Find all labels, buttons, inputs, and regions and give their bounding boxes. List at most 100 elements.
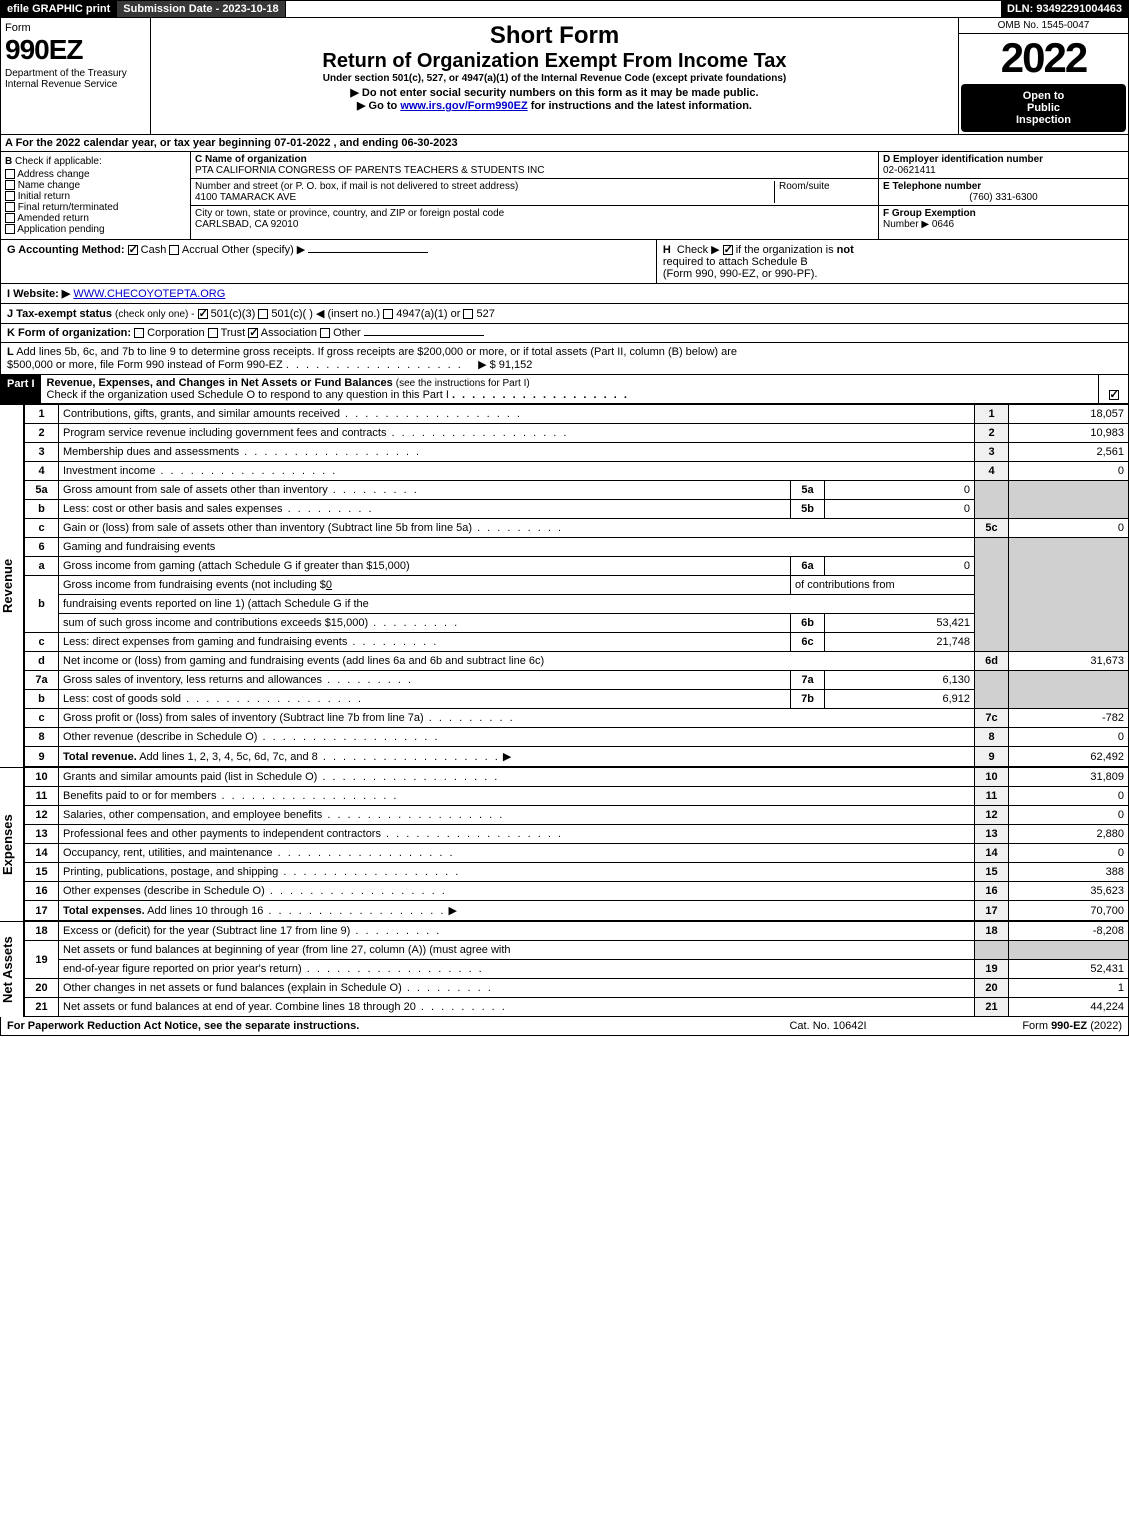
l-text1: Add lines 5b, 6c, and 7b to line 9 to de… [16, 346, 737, 358]
line-7c-box: 7c [975, 709, 1009, 728]
line-7ab-shaded [975, 671, 1009, 709]
line-19-desc1: Net assets or fund balances at beginning… [59, 941, 975, 960]
l-text2: $500,000 or more, file Form 990 instead … [7, 359, 283, 371]
line-6c-desc: Less: direct expenses from gaming and fu… [59, 633, 791, 652]
open-line3: Inspection [967, 114, 1120, 126]
line-9-amount: 62,492 [1009, 747, 1129, 767]
line-8-box: 8 [975, 728, 1009, 747]
line-7a-num: 7a [25, 671, 59, 690]
checkbox-association[interactable] [248, 328, 258, 338]
line-7ab-shaded-amt [1009, 671, 1129, 709]
line-16-num: 16 [25, 882, 59, 901]
l-label: L [7, 346, 14, 358]
checkbox-name-change[interactable] [5, 180, 15, 190]
line-4-amount: 0 [1009, 462, 1129, 481]
section-k: K Form of organization: Corporation Trus… [0, 324, 1129, 343]
k-opt4: Other [333, 327, 361, 339]
line-6-num: 6 [25, 538, 59, 557]
part1-checkline: Check if the organization used Schedule … [47, 389, 449, 401]
line-20-desc: Other changes in net assets or fund bala… [59, 979, 975, 998]
line-12: 12 Salaries, other compensation, and emp… [25, 806, 1129, 825]
line-20-num: 20 [25, 979, 59, 998]
line-6a-desc: Gross income from gaming (attach Schedul… [59, 557, 791, 576]
line-13-desc: Professional fees and other payments to … [59, 825, 975, 844]
line-18-box: 18 [975, 922, 1009, 941]
line-4-num: 4 [25, 462, 59, 481]
f-group-label: F Group Exemption [883, 208, 976, 219]
line-6b-desc3: fundraising events reported on line 1) (… [59, 595, 975, 614]
checkbox-accrual[interactable] [169, 245, 179, 255]
part1-title: Revenue, Expenses, and Changes in Net As… [47, 377, 393, 389]
checkbox-501c[interactable] [258, 309, 268, 319]
omb-number: OMB No. 1545-0047 [959, 18, 1128, 34]
line-19-2: end-of-year figure reported on prior yea… [25, 960, 1129, 979]
line-6c-subbox: 6c [791, 633, 825, 652]
part1-subtitle: (see the instructions for Part I) [396, 378, 530, 389]
top-bar: efile GRAPHIC print Submission Date - 20… [0, 0, 1129, 18]
revenue-table: 1 Contributions, gifts, grants, and simi… [24, 404, 1129, 767]
g-cash: Cash [141, 244, 167, 256]
tax-year: 2022 [959, 34, 1128, 82]
line-15-num: 15 [25, 863, 59, 882]
website-link[interactable]: WWW.CHECOYOTEPTA.ORG [73, 288, 225, 300]
checkbox-schedule-o[interactable] [1109, 390, 1119, 400]
dept-treasury: Department of the Treasury [5, 68, 146, 79]
phone-value: (760) 331-6300 [883, 192, 1124, 203]
warn2-post: for instructions and the latest informat… [528, 100, 752, 112]
line-6d-num: d [25, 652, 59, 671]
checkbox-corp[interactable] [134, 328, 144, 338]
j-sub: (check only one) - [115, 309, 194, 320]
header-warn2: ▶ Go to www.irs.gov/Form990EZ for instru… [155, 99, 954, 112]
line-5b-desc: Less: cost or other basis and sales expe… [59, 500, 791, 519]
line-13-amount: 2,880 [1009, 825, 1129, 844]
section-def: D Employer identification number 02-0621… [878, 152, 1128, 239]
b-subtitle: Check if applicable: [15, 156, 102, 167]
checkbox-final-return[interactable] [5, 202, 15, 212]
expenses-table: 10 Grants and similar amounts paid (list… [24, 767, 1129, 921]
line-1-num: 1 [25, 405, 59, 424]
checkbox-cash[interactable] [128, 245, 138, 255]
line-9: 9 Total revenue. Add lines 1, 2, 3, 4, 5… [25, 747, 1129, 767]
checkbox-k-other[interactable] [320, 328, 330, 338]
b-label-0: Address change [17, 169, 89, 180]
b-label-3: Final return/terminated [18, 202, 119, 213]
g-other-input[interactable] [308, 252, 428, 253]
j-label: J Tax-exempt status [7, 308, 112, 320]
line-15: 15 Printing, publications, postage, and … [25, 863, 1129, 882]
header-right: OMB No. 1545-0047 2022 Open to Public In… [958, 18, 1128, 134]
b-item-0: Address change [5, 169, 186, 180]
checkbox-amended-return[interactable] [5, 213, 15, 223]
efile-label: efile GRAPHIC print [1, 1, 117, 17]
section-g: G Accounting Method: Cash Accrual Other … [1, 240, 656, 283]
line-5a: 5a Gross amount from sale of assets othe… [25, 481, 1129, 500]
line-14-amount: 0 [1009, 844, 1129, 863]
l-amount: ▶ $ 91,152 [478, 359, 532, 371]
k-other-input[interactable] [364, 335, 484, 336]
line-13-num: 13 [25, 825, 59, 844]
checkbox-4947[interactable] [383, 309, 393, 319]
org-street: 4100 TAMARACK AVE [195, 192, 296, 203]
line-6a-subbox: 6a [791, 557, 825, 576]
checkbox-address-change[interactable] [5, 169, 15, 179]
part1-checkbox-cell [1098, 375, 1128, 403]
expenses-tab: Expenses [0, 767, 24, 921]
group-number: 0646 [932, 219, 954, 230]
irs-link[interactable]: www.irs.gov/Form990EZ [400, 100, 527, 112]
header-warn1: ▶ Do not enter social security numbers o… [155, 86, 954, 99]
checkbox-trust[interactable] [208, 328, 218, 338]
checkbox-501c3[interactable] [198, 309, 208, 319]
line-18-num: 18 [25, 922, 59, 941]
footer-paperwork: For Paperwork Reduction Act Notice, see … [1, 1017, 728, 1035]
checkbox-527[interactable] [463, 309, 473, 319]
line-18: 18 Excess or (deficit) for the year (Sub… [25, 922, 1129, 941]
line-17-box: 17 [975, 901, 1009, 921]
checkbox-h[interactable] [723, 245, 733, 255]
checkbox-initial-return[interactable] [5, 191, 15, 201]
line-5b: b Less: cost or other basis and sales ex… [25, 500, 1129, 519]
b-label-2: Initial return [18, 191, 70, 202]
checkbox-application-pending[interactable] [5, 224, 15, 234]
line-10-num: 10 [25, 768, 59, 787]
line-6-desc: Gaming and fundraising events [59, 538, 975, 557]
part1-header-row: Part I Revenue, Expenses, and Changes in… [0, 375, 1129, 404]
header-left: Form 990EZ Department of the Treasury In… [1, 18, 151, 134]
